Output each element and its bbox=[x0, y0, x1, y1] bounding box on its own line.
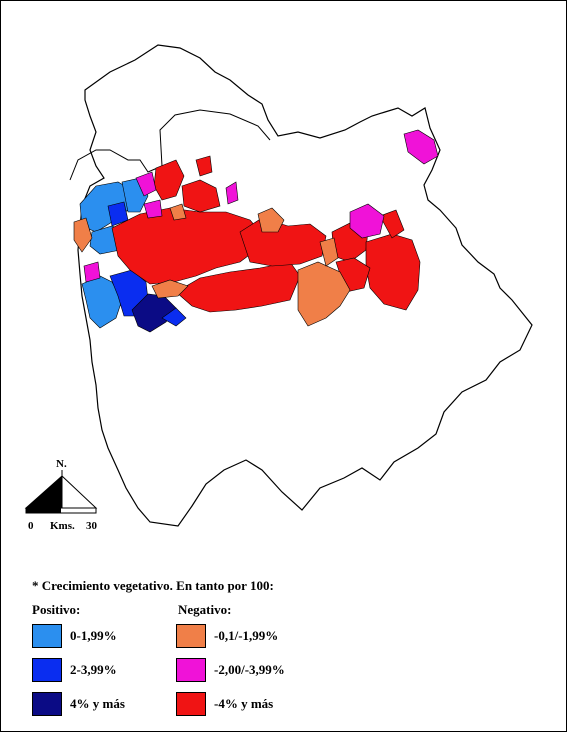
scale-end: 30 bbox=[86, 520, 97, 532]
municipality-blue-mid bbox=[161, 307, 187, 327]
legend-label: 0-1,99% bbox=[70, 628, 117, 643]
municipality-orange bbox=[73, 217, 93, 253]
municipality-red bbox=[379, 209, 405, 239]
north-arrow bbox=[24, 470, 98, 514]
municipality-red bbox=[195, 155, 213, 177]
legend-swatch bbox=[176, 692, 206, 716]
legend-item-positive-2: 2-3,99% bbox=[32, 658, 117, 682]
legend-title: * Crecimiento vegetativo. En tanto por 1… bbox=[32, 578, 274, 593]
north-label: N. bbox=[56, 458, 67, 470]
legend-swatch bbox=[32, 692, 62, 716]
municipality-magenta bbox=[403, 129, 439, 165]
municipality-red bbox=[175, 261, 301, 313]
municipality-red bbox=[365, 233, 421, 311]
municipality-orange bbox=[151, 279, 189, 299]
legend-negative-heading: Negativo: bbox=[178, 602, 232, 617]
legend-label: -0,1/-1,99% bbox=[214, 628, 279, 643]
legend-item-negative-3: -4% y más bbox=[176, 692, 273, 716]
legend-swatch bbox=[32, 658, 62, 682]
negative-mid-zones bbox=[83, 129, 439, 283]
municipality-magenta bbox=[135, 171, 157, 197]
legend-item-negative-2: -2,00/-3,99% bbox=[176, 658, 285, 682]
municipality-magenta bbox=[143, 199, 163, 219]
legend-label: -2,00/-3,99% bbox=[214, 662, 285, 677]
legend-swatch bbox=[176, 624, 206, 648]
municipality-magenta bbox=[83, 261, 101, 283]
negative-light-zones bbox=[73, 203, 351, 327]
municipality-magenta bbox=[225, 181, 239, 205]
legend-item-positive-1: 0-1,99% bbox=[32, 624, 117, 648]
municipality-magenta bbox=[349, 203, 385, 239]
legend-item-negative-1: -0,1/-1,99% bbox=[176, 624, 278, 648]
coastal-inlet bbox=[69, 109, 271, 181]
municipality-orange bbox=[169, 203, 187, 221]
scale-start: 0 bbox=[28, 520, 34, 532]
legend-label: 4% y más bbox=[70, 696, 125, 711]
municipality-orange bbox=[297, 261, 351, 327]
legend-positive-heading: Positivo: bbox=[32, 602, 81, 617]
legend-swatch bbox=[176, 658, 206, 682]
municipality-orange bbox=[319, 237, 339, 267]
municipality-blue-light bbox=[81, 275, 123, 329]
municipality-red bbox=[181, 179, 221, 213]
legend-label: 2-3,99% bbox=[70, 662, 117, 677]
legend-item-positive-3: 4% y más bbox=[32, 692, 125, 716]
legend-swatch bbox=[32, 624, 62, 648]
scale-unit: Kms. bbox=[50, 520, 75, 532]
legend-label: -4% y más bbox=[214, 696, 274, 711]
municipality-orange bbox=[257, 207, 285, 233]
